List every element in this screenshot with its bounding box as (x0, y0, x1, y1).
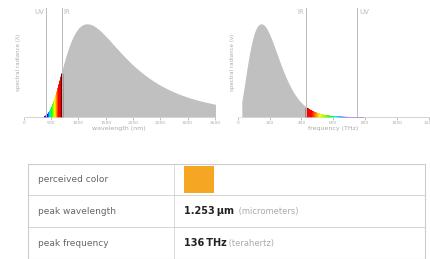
Text: UV: UV (34, 9, 44, 15)
Text: (micrometers): (micrometers) (236, 207, 298, 216)
Bar (28, 164, 424, 195)
Bar (28, 195, 424, 227)
Text: (terahertz): (terahertz) (226, 239, 273, 248)
Text: IR: IR (63, 9, 70, 15)
X-axis label: frequency (THz): frequency (THz) (307, 126, 358, 131)
Bar (28, 227, 424, 259)
Text: 1.253 μm: 1.253 μm (183, 206, 233, 216)
Text: IR: IR (296, 9, 303, 15)
Bar (183, 166, 214, 193)
Text: peak frequency: peak frequency (38, 239, 108, 248)
Y-axis label: spectral radiance (ν): spectral radiance (ν) (230, 34, 234, 91)
Text: peak wavelength: peak wavelength (38, 207, 116, 216)
X-axis label: wavelength (nm): wavelength (nm) (92, 126, 146, 131)
Text: 136 THz: 136 THz (183, 238, 226, 248)
Text: UV: UV (359, 9, 369, 15)
Y-axis label: spectral radiance (λ): spectral radiance (λ) (16, 34, 21, 91)
Text: perceived color: perceived color (38, 175, 108, 184)
